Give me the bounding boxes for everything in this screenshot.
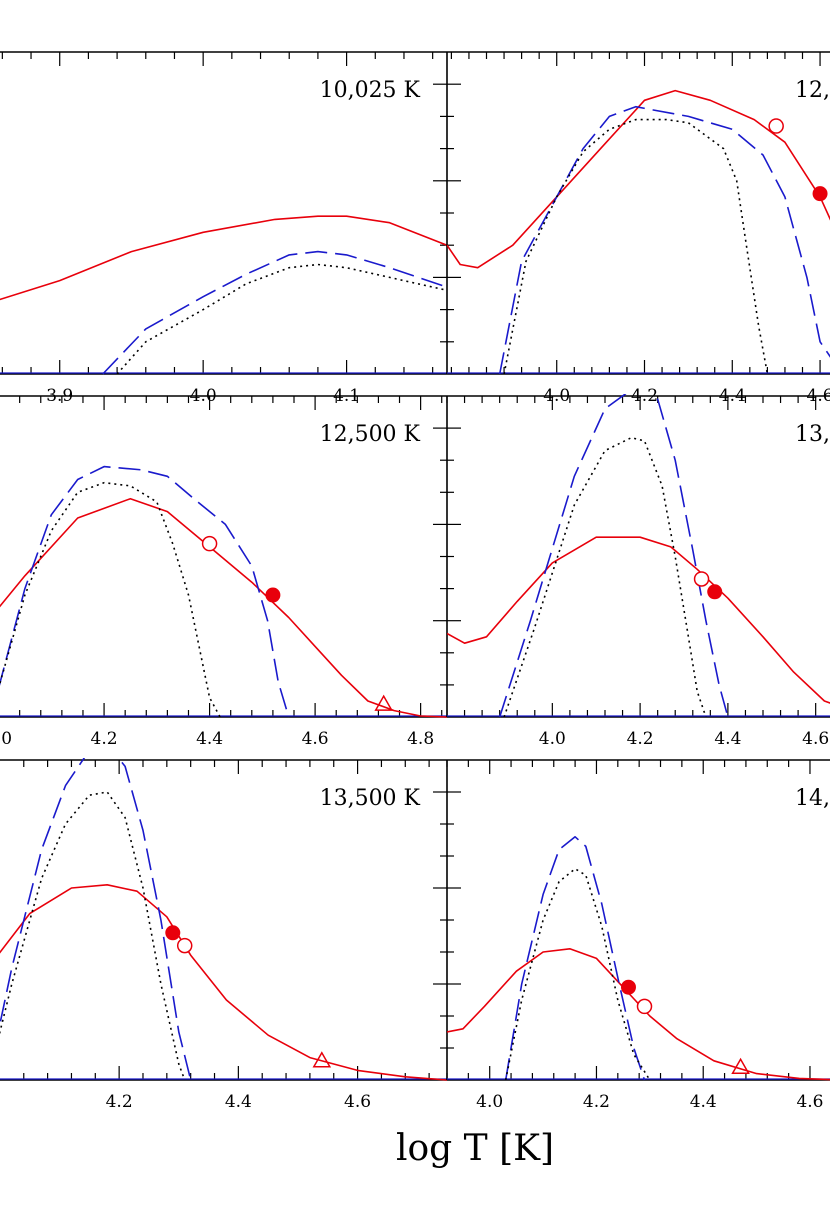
series-line-dashed (498, 105, 830, 375)
x-tick-label: 4.6 (302, 729, 329, 749)
marker-filled-circle (165, 925, 181, 941)
panel-title: 12,000 K (795, 78, 830, 103)
marker-open-triangle (374, 694, 393, 711)
x-tick-label: 4.8 (407, 729, 434, 749)
panel-4: 4.0 4.2 4.4 4.6 13,000 K (446, 394, 830, 749)
marker-open-triangle (731, 1057, 750, 1074)
marker-filled-circle (265, 587, 281, 603)
series-line-dotted (503, 118, 769, 375)
series-line-dashed (0, 758, 192, 1081)
series-line-dotted (0, 481, 221, 718)
series-line-solid (447, 948, 830, 1081)
panel-5: 4.2 4.4 4.6 13,500 K (0, 758, 447, 1112)
panel-title: 14,000 K (795, 786, 830, 811)
x-tick-label: 4.2 (91, 729, 118, 749)
marker-open-triangle (312, 1051, 332, 1068)
series-line-solid (447, 536, 830, 704)
marker-open-circle (768, 118, 784, 134)
x-tick-label: 4.6 (802, 729, 829, 749)
marker-filled-circle (707, 584, 723, 600)
panel-title: 13,000 K (795, 422, 830, 447)
plot-area (447, 394, 830, 718)
x-tick-label: 4.4 (225, 1092, 252, 1112)
x-tick-label: 4.2 (583, 1092, 610, 1112)
panel-1: 3.9 4.0 4.110,025 K (0, 51, 447, 406)
series-line-dotted (116, 263, 447, 375)
series-line-dashed (0, 465, 290, 718)
panels-layer: 3.94.04.110,025 K4.04.24.44.612,000 K4.0… (0, 51, 830, 1112)
series-line-dashed (498, 394, 729, 718)
plot-area (0, 215, 447, 375)
panel-title: 13,500 K (320, 786, 421, 811)
marker-open-circle (201, 535, 218, 552)
plot-area (0, 465, 447, 718)
x-tick-label: 4.4 (196, 729, 223, 749)
panel-3: 4.0 4.2 4.4 4.6 4.8 12,500 K (0, 395, 447, 749)
marker-open-circle (636, 998, 653, 1015)
x-tick-label: 4.4 (714, 729, 741, 749)
x-tick-label: 4.2 (106, 1092, 133, 1112)
marker-open-circle (693, 571, 710, 587)
x-tick-label: 4.4 (690, 1092, 717, 1112)
panel-title: 12,500 K (320, 422, 421, 447)
series-line-solid (0, 497, 447, 718)
series-line-solid (447, 89, 830, 269)
x-tick-label: 4.0 (0, 729, 12, 749)
marker-open-circle (176, 937, 193, 954)
x-tick-label: 4.0 (476, 1092, 503, 1112)
x-tick-label: 4.2 (627, 729, 654, 749)
x-tick-label: 4.0 (539, 729, 566, 749)
series-line-dashed (102, 250, 447, 375)
x-tick-label: 4.6 (344, 1092, 371, 1112)
plot-area (447, 836, 830, 1081)
marker-filled-circle (620, 979, 636, 995)
panel-title: 10,025 K (320, 78, 421, 103)
series-line-solid (0, 884, 447, 1081)
series-line-dotted (503, 436, 707, 718)
series-line-dotted (504, 868, 651, 1081)
marker-filled-circle (812, 186, 828, 202)
series-line-dashed (504, 836, 646, 1081)
x-tick-label: 4.6 (796, 1092, 823, 1112)
plot-area (447, 89, 830, 375)
panel-2: 4.04.24.44.612,000 K (446, 51, 830, 406)
x-axis-label: log T [K] (396, 1128, 554, 1169)
series-line-solid (0, 215, 447, 301)
panel-6: 4.0 4.2 4.4 4.6 14,000 K (446, 759, 830, 1112)
series-line-dotted (0, 791, 186, 1081)
plot-area (0, 758, 447, 1081)
